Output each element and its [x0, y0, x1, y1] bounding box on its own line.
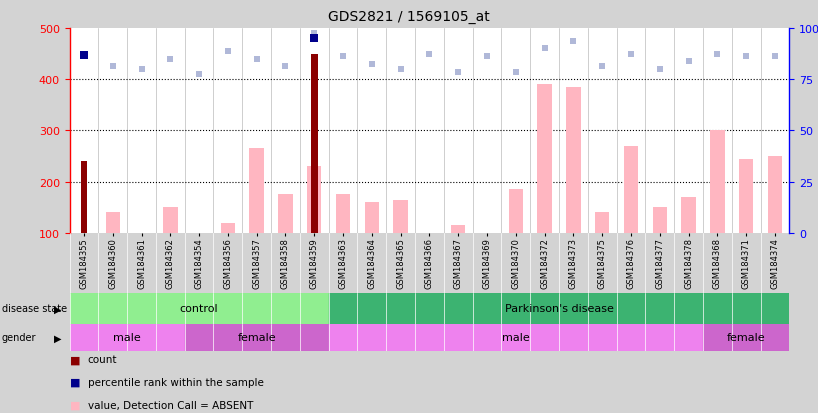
Bar — [329, 293, 789, 324]
Bar — [653, 208, 667, 233]
Bar — [451, 225, 465, 233]
Bar — [768, 157, 782, 233]
Text: disease state: disease state — [2, 304, 67, 314]
Bar — [336, 195, 350, 233]
Bar — [106, 213, 120, 233]
Bar — [329, 324, 703, 351]
Bar — [509, 190, 523, 233]
Text: female: female — [727, 332, 766, 343]
Text: count: count — [88, 354, 117, 364]
Bar — [681, 197, 696, 233]
Bar — [249, 149, 264, 233]
Bar — [163, 208, 178, 233]
Bar — [703, 324, 789, 351]
Bar — [221, 223, 235, 233]
Bar — [739, 159, 753, 233]
Text: male: male — [502, 332, 530, 343]
Bar — [307, 167, 321, 233]
Text: ■: ■ — [70, 400, 80, 410]
Bar — [537, 85, 552, 233]
Text: percentile rank within the sample: percentile rank within the sample — [88, 377, 263, 387]
Text: GDS2821 / 1569105_at: GDS2821 / 1569105_at — [328, 10, 490, 24]
Text: ▶: ▶ — [54, 304, 61, 314]
Bar — [393, 200, 408, 233]
Text: control: control — [180, 304, 218, 314]
Bar — [365, 203, 379, 233]
Bar — [185, 324, 329, 351]
Text: ■: ■ — [70, 377, 80, 387]
Bar — [278, 195, 293, 233]
Bar — [70, 293, 329, 324]
Text: ▶: ▶ — [54, 332, 61, 343]
Bar — [311, 55, 317, 233]
Bar — [624, 147, 638, 233]
Bar — [595, 213, 609, 233]
Text: gender: gender — [2, 332, 36, 343]
Bar — [710, 131, 725, 233]
Text: value, Detection Call = ABSENT: value, Detection Call = ABSENT — [88, 400, 253, 410]
Bar — [81, 162, 88, 233]
Text: female: female — [237, 332, 276, 343]
Text: male: male — [113, 332, 141, 343]
Text: ■: ■ — [70, 354, 80, 364]
Bar — [70, 324, 185, 351]
Text: Parkinson's disease: Parkinson's disease — [505, 304, 614, 314]
Bar — [566, 88, 581, 233]
